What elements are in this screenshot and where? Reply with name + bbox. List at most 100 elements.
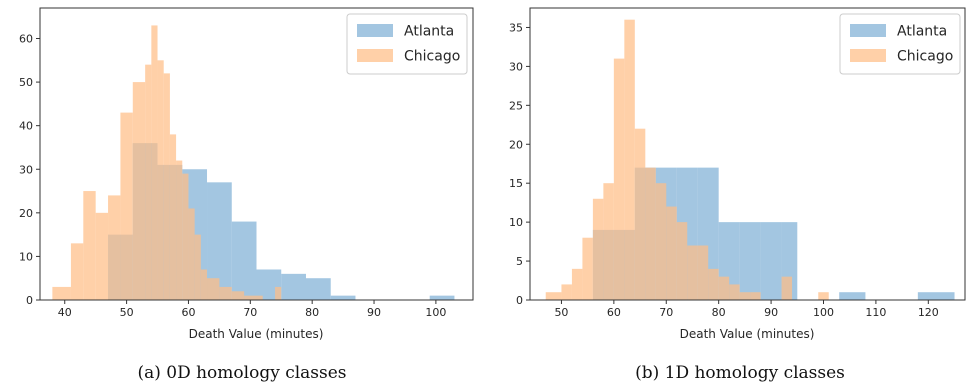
bar-chicago-5 bbox=[603, 183, 614, 300]
bar-chicago-7 bbox=[145, 64, 152, 301]
x-axis-label-0d: Death Value (minutes) bbox=[189, 327, 324, 341]
bar-atlanta-11 bbox=[917, 292, 955, 300]
y-tick-label: 0 bbox=[26, 294, 33, 307]
bar-chicago-13 bbox=[182, 173, 189, 300]
x-tick-label: 70 bbox=[243, 306, 257, 319]
y-tick-label: 60 bbox=[19, 33, 33, 46]
legend-label-chicago: Chicago bbox=[404, 49, 460, 65]
y-tick-label: 10 bbox=[509, 216, 523, 229]
bar-chicago-15 bbox=[194, 234, 201, 300]
bar-atlanta-10 bbox=[839, 292, 866, 300]
legend-swatch-chicago bbox=[850, 49, 886, 62]
bar-chicago-1 bbox=[70, 243, 84, 300]
bar-chicago-21 bbox=[256, 295, 263, 300]
y-tick-label: 50 bbox=[19, 76, 33, 89]
bar-chicago-0 bbox=[52, 286, 71, 300]
x-tick-label: 80 bbox=[305, 306, 319, 319]
bar-atlanta-7 bbox=[739, 222, 761, 300]
x-tick-label: 80 bbox=[712, 306, 726, 319]
bar-chicago-22 bbox=[275, 286, 282, 300]
bar-chicago-9 bbox=[645, 167, 656, 300]
x-tick-label: 70 bbox=[659, 306, 673, 319]
bar-chicago-17 bbox=[729, 284, 740, 300]
plot-frame-1d bbox=[529, 7, 966, 301]
bar-chicago-16 bbox=[718, 276, 730, 300]
bar-chicago-4 bbox=[108, 195, 121, 300]
bar-chicago-12 bbox=[676, 222, 688, 300]
legend-0d: Atlanta Chicago bbox=[346, 13, 468, 75]
bar-chicago-8 bbox=[151, 25, 158, 301]
bar-chicago-6 bbox=[132, 82, 146, 300]
bar-atlanta-8 bbox=[760, 222, 782, 300]
bar-chicago-20 bbox=[781, 276, 793, 300]
x-tick-label: 120 bbox=[918, 306, 939, 319]
legend-1d: Atlanta Chicago bbox=[839, 13, 961, 75]
bar-chicago-2 bbox=[571, 268, 583, 300]
y-tick-label: 0 bbox=[516, 294, 523, 307]
x-tick-label: 100 bbox=[425, 306, 446, 319]
x-tick-label: 90 bbox=[764, 306, 778, 319]
bar-chicago-20 bbox=[244, 295, 257, 300]
y-tick-label: 15 bbox=[509, 177, 523, 190]
bar-chicago-12 bbox=[176, 160, 183, 300]
bar-chicago-8 bbox=[634, 128, 646, 300]
bar-chicago-5 bbox=[120, 112, 133, 300]
y-axis-ticks-0d: 0 10 20 30 40 50 60 bbox=[19, 33, 40, 307]
legend-swatch-chicago bbox=[357, 49, 393, 62]
y-tick-label: 30 bbox=[509, 60, 523, 73]
bar-chicago-1 bbox=[561, 284, 572, 300]
x-axis-label-1d: Death Value (minutes) bbox=[680, 327, 815, 341]
y-tick-label: 20 bbox=[19, 207, 33, 220]
bar-chicago-3 bbox=[582, 237, 593, 300]
x-tick-label: 60 bbox=[607, 306, 621, 319]
x-axis-ticks-1d: 50 60 70 80 90 100 110 120 bbox=[554, 300, 939, 319]
histogram-bars-0d bbox=[52, 25, 455, 301]
bar-chicago-18 bbox=[219, 286, 232, 300]
bar-chicago-13 bbox=[687, 245, 698, 300]
x-axis-ticks-0d: 40 50 60 70 80 90 100 bbox=[58, 300, 446, 319]
bar-chicago-11 bbox=[666, 206, 677, 300]
y-tick-label: 10 bbox=[19, 250, 33, 263]
legend-label-chicago: Chicago bbox=[897, 49, 953, 65]
bar-chicago-9 bbox=[157, 60, 164, 300]
bar-chicago-10 bbox=[655, 183, 667, 300]
x-tick-label: 50 bbox=[120, 306, 134, 319]
caption-0d: (a) 0D homology classes bbox=[137, 363, 346, 383]
bar-chicago-18 bbox=[739, 292, 751, 300]
x-tick-label: 110 bbox=[865, 306, 886, 319]
y-tick-label: 5 bbox=[516, 255, 523, 268]
legend-label-atlanta: Atlanta bbox=[404, 24, 454, 40]
x-tick-label: 40 bbox=[58, 306, 72, 319]
legend-swatch-atlanta bbox=[357, 24, 393, 37]
x-tick-label: 50 bbox=[554, 306, 568, 319]
legend-swatch-atlanta bbox=[850, 24, 886, 37]
y-tick-label: 20 bbox=[509, 138, 523, 151]
y-tick-label: 30 bbox=[19, 163, 33, 176]
x-tick-label: 90 bbox=[367, 306, 381, 319]
bar-chicago-19 bbox=[750, 292, 761, 300]
bar-chicago-4 bbox=[592, 198, 604, 300]
histogram-bars-1d bbox=[545, 19, 955, 301]
bar-chicago-17 bbox=[207, 278, 220, 300]
y-axis-ticks-1d: 0 5 10 15 20 25 30 35 bbox=[509, 21, 530, 307]
bar-chicago-14 bbox=[697, 245, 709, 300]
plot-frame-0d bbox=[39, 7, 474, 301]
bar-chicago-7 bbox=[624, 19, 635, 301]
bar-chicago-19 bbox=[231, 291, 245, 300]
panel-0d-homology: 40 50 60 70 80 90 100 0 10 20 30 40 50 60 Death Valu… bbox=[19, 7, 474, 383]
y-tick-label: 25 bbox=[509, 99, 523, 112]
bar-atlanta-8 bbox=[305, 278, 331, 300]
bar-atlanta-9 bbox=[330, 295, 356, 300]
bar-chicago-16 bbox=[200, 269, 208, 300]
bar-chicago-11 bbox=[169, 134, 177, 300]
bar-atlanta-5 bbox=[231, 221, 257, 300]
bar-atlanta-7 bbox=[281, 273, 306, 300]
bar-chicago-0 bbox=[545, 292, 562, 300]
bar-chicago-2 bbox=[83, 191, 96, 300]
legend-label-atlanta: Atlanta bbox=[897, 24, 947, 40]
bar-chicago-10 bbox=[163, 73, 170, 300]
bar-chicago-15 bbox=[708, 268, 719, 300]
bar-chicago-3 bbox=[95, 212, 109, 300]
bar-chicago-14 bbox=[188, 208, 195, 300]
